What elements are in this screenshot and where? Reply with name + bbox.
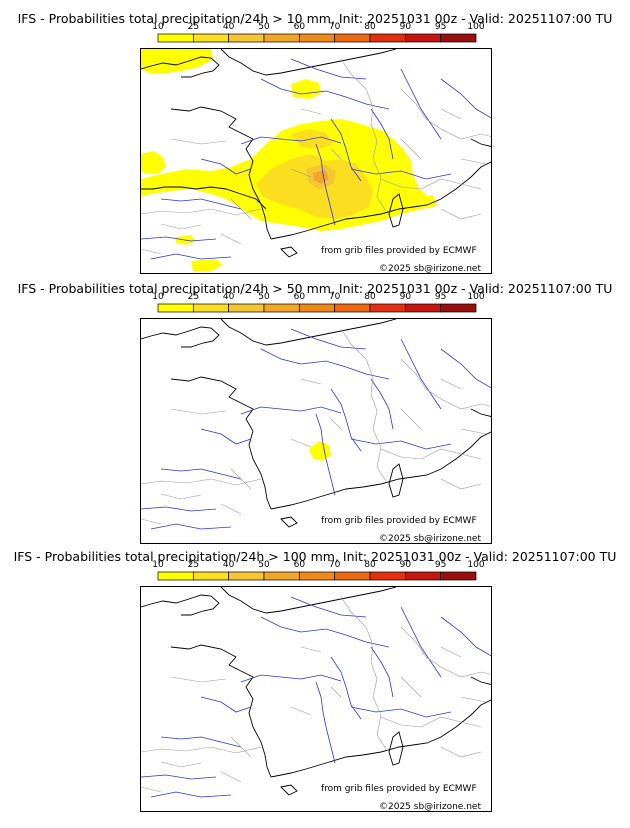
colorbar-tick-label: 25 <box>187 292 200 302</box>
copyright-credit: ©2025 sb@irizone.net <box>379 264 481 274</box>
precip-orange-area <box>306 164 336 189</box>
colorbar-swatches <box>157 303 477 313</box>
colorbar-tick-label: 50 <box>258 22 270 32</box>
colorbar-tick-label: 50 <box>258 560 270 570</box>
colorbar-swatch <box>298 571 336 581</box>
colorbar-swatch <box>228 303 265 313</box>
colorbar-tick-label: 70 <box>328 22 341 32</box>
colorbar-swatch <box>369 303 406 313</box>
copyright-credit: ©2025 sb@irizone.net <box>379 802 481 812</box>
colorbar-tick-label: 10 <box>152 22 164 32</box>
borders <box>141 58 491 255</box>
colorbar-swatch <box>404 303 442 313</box>
precip-light-orange-area <box>256 129 373 219</box>
panel-50mm: IFS - Probabilities total precipitation/… <box>0 270 630 548</box>
copyright-credit: ©2025 sb@irizone.net <box>379 534 481 544</box>
rivers <box>141 596 491 798</box>
source-credit: from grib files provided by ECMWF <box>321 246 477 256</box>
panel-10mm: IFS - Probabilities total precipitation/… <box>0 0 630 278</box>
colorbar-tick-label: 10 <box>152 560 164 570</box>
colorbar-swatch <box>440 33 477 43</box>
colorbar-tick-label: 95 <box>434 292 447 302</box>
colorbar-tick-label: 40 <box>222 22 235 32</box>
colorbar-swatch <box>263 303 300 313</box>
panel-100mm: IFS - Probabilities total precipitation/… <box>0 538 630 828</box>
colorbar-swatch <box>192 571 230 581</box>
colorbar-tick-label: 25 <box>187 560 200 570</box>
borders <box>141 328 491 525</box>
colorbar-swatch <box>369 571 406 581</box>
colorbar-tick-label: 100 <box>467 22 485 32</box>
colorbar-swatch <box>192 303 230 313</box>
panel-title: IFS - Probabilities total precipitation/… <box>17 281 613 296</box>
colorbar-tick-label: 10 <box>152 292 164 302</box>
colorbar-swatch <box>263 33 300 43</box>
colorbar-swatch <box>157 33 194 43</box>
borders <box>141 596 491 793</box>
panel-title: IFS - Probabilities total precipitation/… <box>17 11 613 26</box>
colorbar-tick-label: 25 <box>187 22 200 32</box>
colorbar: 10 25 40 50 60 70 80 90 95 100 <box>0 292 630 314</box>
colorbar-tick-label: 80 <box>364 292 376 302</box>
colorbar-tick-label: 90 <box>399 560 412 570</box>
colorbar-swatch <box>334 33 371 43</box>
coastline <box>141 587 491 796</box>
colorbar: 10 25 40 50 60 70 80 90 95 100 <box>0 22 630 44</box>
colorbar-tick-label: 60 <box>293 560 306 570</box>
map-10mm: from grib files provided by ECMWF ©2025 … <box>140 48 492 274</box>
precip-yellow-area <box>309 441 331 461</box>
colorbar-swatch <box>228 571 265 581</box>
colorbar-swatch <box>404 33 442 43</box>
colorbar-swatch <box>157 303 194 313</box>
colorbar-tick-label: 70 <box>328 292 341 302</box>
colorbar-tick-label: 80 <box>364 560 376 570</box>
colorbar-tick-label: 70 <box>328 560 341 570</box>
map-50mm: from grib files provided by ECMWF ©2025 … <box>140 318 492 544</box>
colorbar-swatch <box>440 303 477 313</box>
colorbar-swatch <box>263 571 300 581</box>
colorbar-tick-label: 40 <box>222 292 235 302</box>
colorbar-tick-label: 90 <box>399 292 412 302</box>
colorbar-swatches <box>157 33 477 43</box>
colorbar-swatch <box>369 33 406 43</box>
colorbar-swatch <box>228 33 265 43</box>
colorbar-tick-label: 60 <box>293 22 306 32</box>
colorbar: 10 25 40 50 60 70 80 90 95 100 <box>0 560 630 582</box>
colorbar-tick-label: 100 <box>467 560 485 570</box>
colorbar-swatch <box>298 33 336 43</box>
map-canvas-100mm <box>141 587 491 798</box>
colorbar-tick-label: 50 <box>258 292 270 302</box>
colorbar-swatch <box>157 571 194 581</box>
map-canvas-10mm <box>141 49 491 271</box>
coastline <box>141 319 491 528</box>
rivers <box>141 328 491 530</box>
panel-title: IFS - Probabilities total precipitation/… <box>13 549 617 564</box>
colorbar-swatch <box>334 303 371 313</box>
source-credit: from grib files provided by ECMWF <box>321 784 477 794</box>
colorbar-tick-label: 100 <box>467 292 485 302</box>
colorbar-swatch <box>334 571 371 581</box>
colorbar-swatches <box>157 571 477 581</box>
colorbar-tick-label: 90 <box>399 22 412 32</box>
source-credit: from grib files provided by ECMWF <box>321 516 477 526</box>
colorbar-tick-label: 40 <box>222 560 235 570</box>
map-canvas-50mm <box>141 319 491 530</box>
colorbar-swatch <box>298 303 336 313</box>
coastline <box>141 49 491 258</box>
colorbar-tick-label: 60 <box>293 292 306 302</box>
colorbar-tick-label: 80 <box>364 22 376 32</box>
colorbar-swatch <box>192 33 230 43</box>
rivers <box>141 58 491 260</box>
colorbar-tick-label: 95 <box>434 22 447 32</box>
colorbar-tick-label: 95 <box>434 560 447 570</box>
colorbar-swatch <box>404 571 442 581</box>
colorbar-swatch <box>440 571 477 581</box>
map-100mm: from grib files provided by ECMWF ©2025 … <box>140 586 492 812</box>
